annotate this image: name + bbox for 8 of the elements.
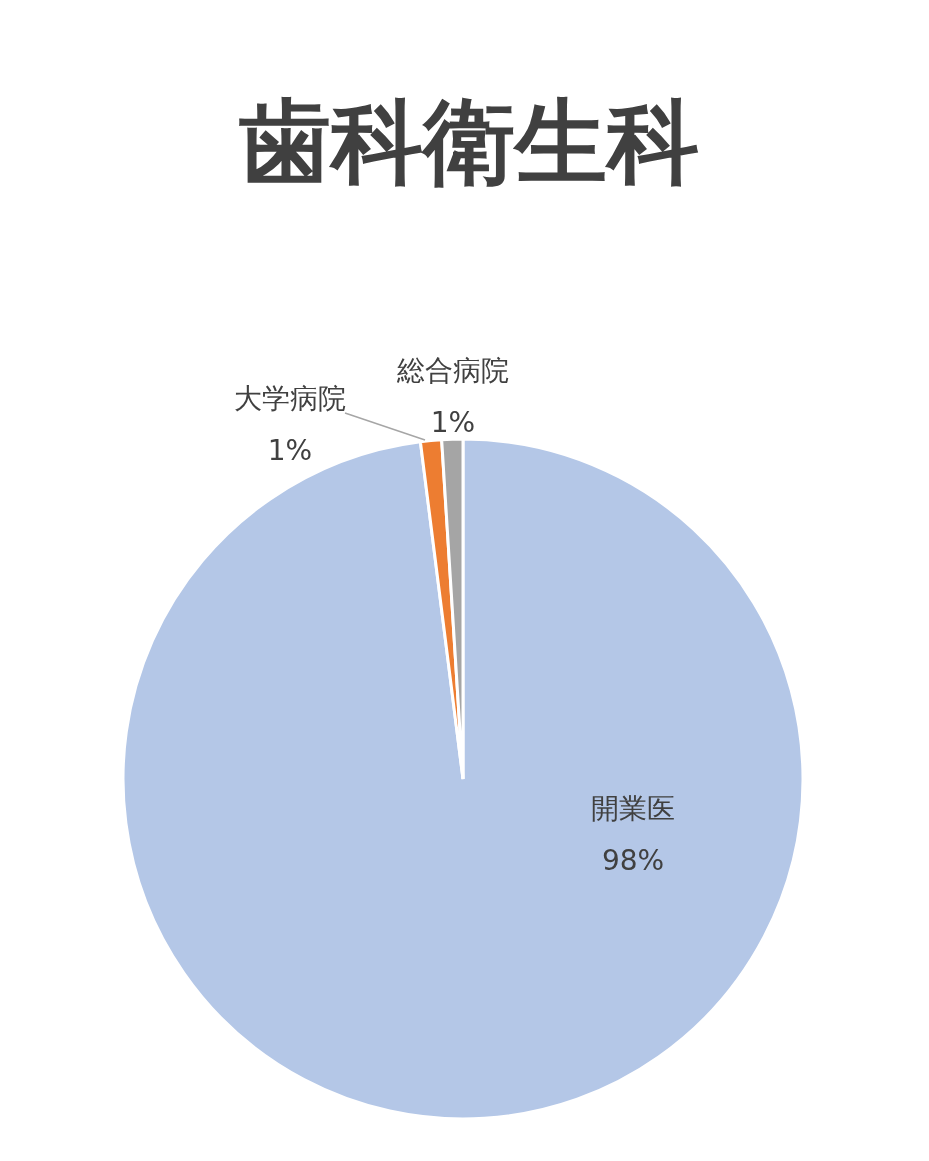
slice-label: 開業医 <box>591 792 675 825</box>
pie-slice <box>121 437 805 1120</box>
slice-label: 大学病院 <box>234 382 346 415</box>
chart-title: 歯科衛生科 <box>238 89 699 196</box>
data-label: 1% <box>430 406 476 439</box>
data-label: 98% <box>601 844 665 877</box>
data-label: 1% <box>267 434 313 467</box>
slice-label: 総合病院 <box>396 354 509 387</box>
